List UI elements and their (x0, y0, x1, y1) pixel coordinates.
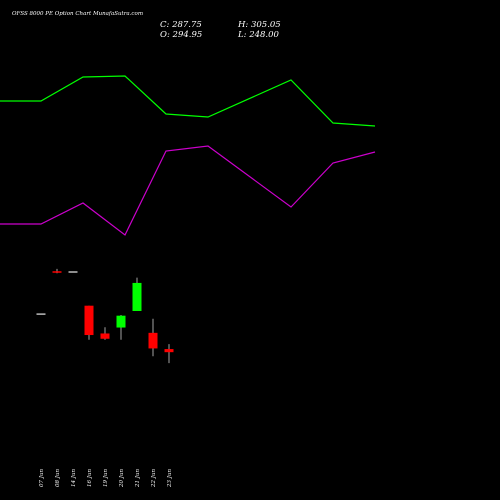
candle-19-jun (100, 327, 110, 340)
candle-14-jun (68, 271, 78, 273)
candle-20-jun (116, 315, 126, 340)
x-axis-labels: 07 Jun 08 Jun 14 Jun 16 Jun 19 Jun 20 Jun 21 J… (39, 469, 173, 488)
x-tick-label: 07 Jun (39, 469, 45, 487)
x-tick-label: 19 Jun (103, 469, 109, 487)
low-value: L: 248.00 (238, 30, 279, 40)
candles (36, 268, 174, 364)
open-value: O: 294.95 (160, 30, 203, 40)
indicator-lines (0, 75, 376, 236)
candle-16-jun (84, 305, 94, 340)
candle-body (84, 305, 94, 336)
candle-body (164, 349, 174, 353)
x-tick-label: 14 Jun (71, 469, 77, 487)
candle-body (36, 313, 46, 315)
x-tick-label: 20 Jun (119, 469, 125, 488)
candle-22-jun (148, 318, 158, 357)
candle-body (52, 271, 62, 273)
x-tick-label: 16 Jun (87, 469, 93, 487)
x-tick-label: 21 Jun (135, 469, 141, 488)
high-value: H: 305.05 (238, 20, 281, 30)
candle-07-jun (36, 313, 46, 315)
x-tick-label: 22 Jun (151, 469, 157, 488)
candle-21-jun (132, 277, 142, 311)
candle-23-jun (164, 344, 174, 364)
line-green (0, 75, 376, 127)
candle-08-jun (52, 268, 62, 274)
chart-title: OFSS 8000 PE Option Chart MunafaSutra.co… (12, 11, 144, 17)
x-tick-label: 08 Jun (55, 469, 61, 487)
candle-body (68, 271, 78, 273)
candle-body (116, 315, 126, 328)
candle-body (132, 282, 142, 311)
candle-body (148, 332, 158, 349)
line-magenta (0, 145, 376, 236)
x-tick-label: 23 Jun (167, 469, 173, 488)
close-value: C: 287.75 (160, 20, 202, 30)
candle-body (100, 333, 110, 339)
